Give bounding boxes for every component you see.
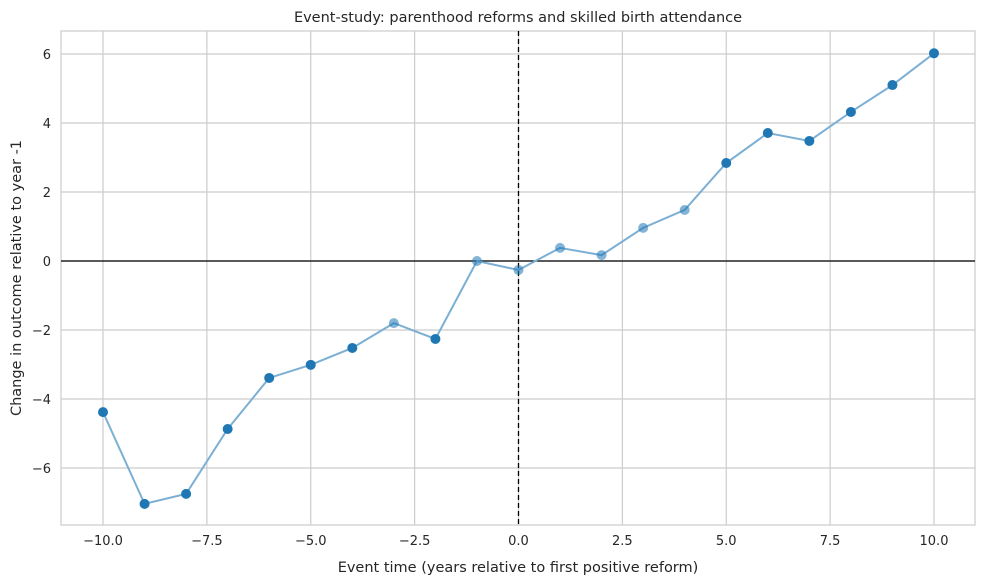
- data-point: [98, 407, 108, 418]
- x-tick-label: 5.0: [716, 534, 737, 549]
- data-point: [679, 204, 690, 215]
- data-point: [305, 359, 316, 370]
- data-point: [430, 333, 441, 344]
- y-tick-label: 2: [43, 186, 51, 201]
- data-point: [596, 250, 607, 261]
- y-tick-label: 0: [43, 255, 51, 270]
- chart-title: Event-study: parenthood reforms and skil…: [294, 10, 742, 26]
- data-point: [804, 135, 815, 146]
- data-point: [471, 256, 482, 266]
- data-point: [762, 128, 773, 139]
- x-tick-label: −5.0: [295, 534, 327, 549]
- x-tick-label: 0.0: [508, 534, 529, 549]
- data-point: [887, 80, 898, 91]
- x-tick-label: −10.0: [83, 534, 123, 549]
- y-tick-label: −4: [32, 393, 51, 408]
- x-axis-label: Event time (years relative to first posi…: [338, 560, 699, 576]
- y-axis-label: Change in outcome relative to year -1: [9, 140, 25, 416]
- y-tick-label: 4: [43, 117, 51, 132]
- data-point: [555, 242, 566, 253]
- data-point: [845, 106, 856, 117]
- y-tick-label: 6: [43, 48, 51, 63]
- data-point: [638, 222, 649, 233]
- data-point: [139, 498, 150, 509]
- data-point: [181, 488, 192, 499]
- data-point: [388, 318, 399, 329]
- x-tick-label: 7.5: [820, 534, 841, 549]
- data-point: [222, 424, 233, 435]
- data-point: [264, 372, 275, 383]
- x-tick-label: 10.0: [920, 534, 949, 549]
- x-tick-label: 2.5: [612, 534, 633, 549]
- y-tick-label: −6: [32, 462, 51, 477]
- data-point: [929, 48, 939, 59]
- x-tick-label: −2.5: [399, 534, 431, 549]
- data-point: [347, 342, 358, 353]
- data-point: [721, 158, 732, 169]
- data-point: [513, 264, 524, 275]
- y-tick-label: −2: [32, 324, 51, 339]
- x-tick-label: −7.5: [191, 534, 223, 549]
